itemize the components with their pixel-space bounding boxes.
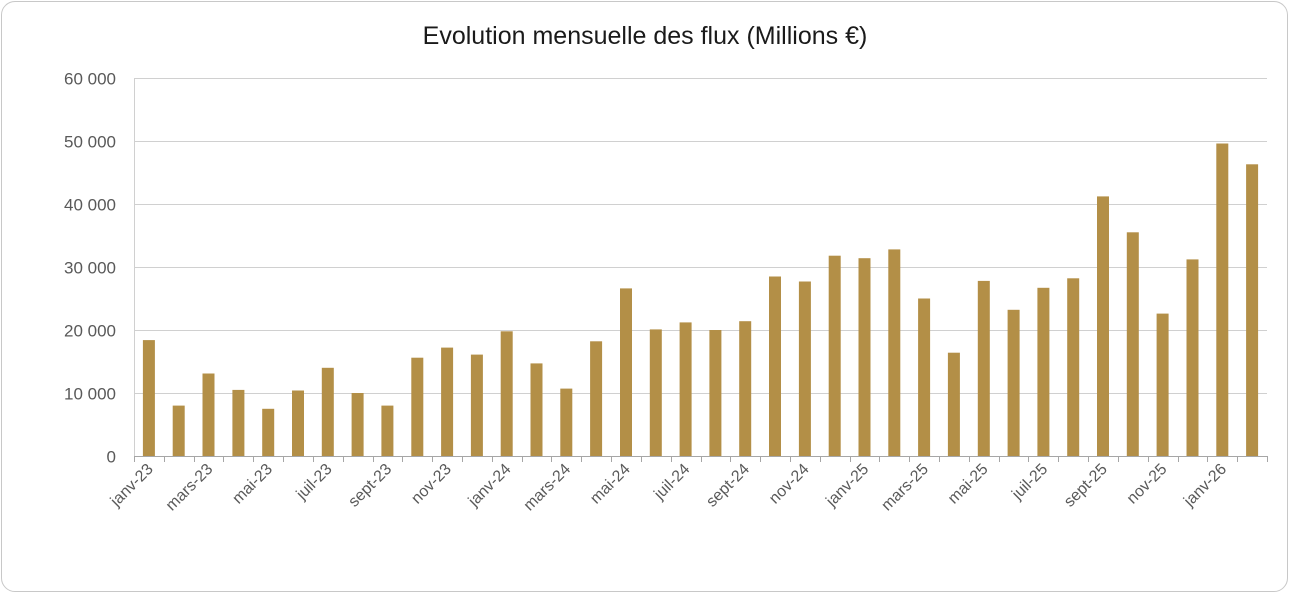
bar [709,330,722,456]
y-tick-label: 40 000 [64,196,116,215]
bar [977,280,990,456]
bar [321,367,334,456]
bar [1246,164,1259,457]
bar [1156,313,1169,456]
x-tick-label: janv-24 [465,461,515,511]
bar [769,276,781,456]
bars [142,143,1259,457]
x-tick-label: mai-24 [587,461,634,508]
bar [202,373,215,456]
y-tick-label: 10 000 [64,385,116,404]
x-tick-label: juil-24 [651,461,694,504]
bar [620,288,632,456]
bar [1007,309,1020,456]
y-axis-tick-labels: 0 10 000 20 000 30 000 40 000 50 000 60 000 [64,70,116,467]
bar [1186,259,1199,456]
bar [1216,143,1229,456]
bar [142,340,155,456]
bar [292,390,304,456]
chart-title: Evolution mensuelle des flux (Millions €… [423,22,868,50]
y-tick-label: 20 000 [64,322,116,341]
x-tick-label: mai-25 [945,461,992,508]
x-tick-label: janv-23 [107,461,157,511]
y-tick-label: 60 000 [64,70,116,89]
bar [649,329,662,456]
y-tick-label: 30 000 [64,259,116,278]
bar [739,321,752,456]
y-tick-label: 0 [107,448,116,467]
bar [560,388,573,456]
bar [1126,232,1139,456]
bar [828,255,841,456]
bar [172,405,185,456]
bar [530,363,543,456]
x-tick-label: mars-24 [521,461,575,515]
x-tick-label: juil-23 [293,461,336,504]
x-tick-label: sept-25 [1061,461,1111,511]
x-tick-label: janv-25 [822,461,872,511]
x-tick-label: mars-25 [878,461,932,515]
bar [798,281,811,456]
bar [1097,196,1109,456]
bar [1067,278,1080,456]
x-axis [134,78,1268,462]
bar [1037,287,1050,456]
bar [888,249,901,456]
bar [351,393,364,456]
x-axis-tick-labels: janv-23 mars-23 mai-23 juil-23 sept-23 nov-23… [107,461,1230,515]
bar [381,405,394,456]
bar [679,322,692,456]
bar [441,347,454,456]
bar [590,341,603,456]
bar [232,389,245,456]
bar [500,331,513,456]
x-tick-label: mai-23 [229,461,276,508]
x-tick-label: nov-24 [766,461,813,508]
x-tick-label: nov-25 [1124,461,1171,508]
y-tick-label: 50 000 [64,133,116,152]
x-tick-label: nov-23 [408,461,455,508]
x-tick-label: janv-26 [1180,461,1230,511]
x-tick-label: mars-23 [163,461,217,515]
x-tick-label: sept-24 [703,461,753,511]
bar [858,258,871,456]
bar [947,352,960,456]
x-tick-label: sept-23 [346,461,396,511]
bar [918,298,931,456]
bar [262,408,275,457]
x-tick-label: juil-25 [1008,461,1051,504]
bar [411,357,424,456]
bar [470,354,483,456]
